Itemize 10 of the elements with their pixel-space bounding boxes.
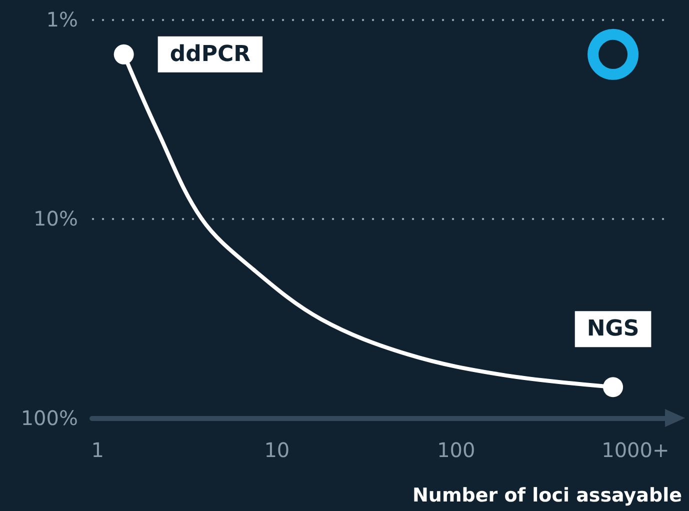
annotation: ddPCR xyxy=(170,42,251,67)
x-axis-title: Number of loci assayable xyxy=(412,484,682,506)
y-tick-label: 10% xyxy=(34,206,78,231)
x-tick-label: 100 xyxy=(437,438,476,462)
y-tick-label: 100% xyxy=(20,406,78,430)
x-tick-label: 1000+ xyxy=(602,438,670,462)
x-tick-label: 10 xyxy=(264,438,290,462)
annotation: NGS xyxy=(586,316,640,342)
y-tick-label: 1% xyxy=(46,7,78,32)
x-tick-label: 1 xyxy=(91,438,104,462)
